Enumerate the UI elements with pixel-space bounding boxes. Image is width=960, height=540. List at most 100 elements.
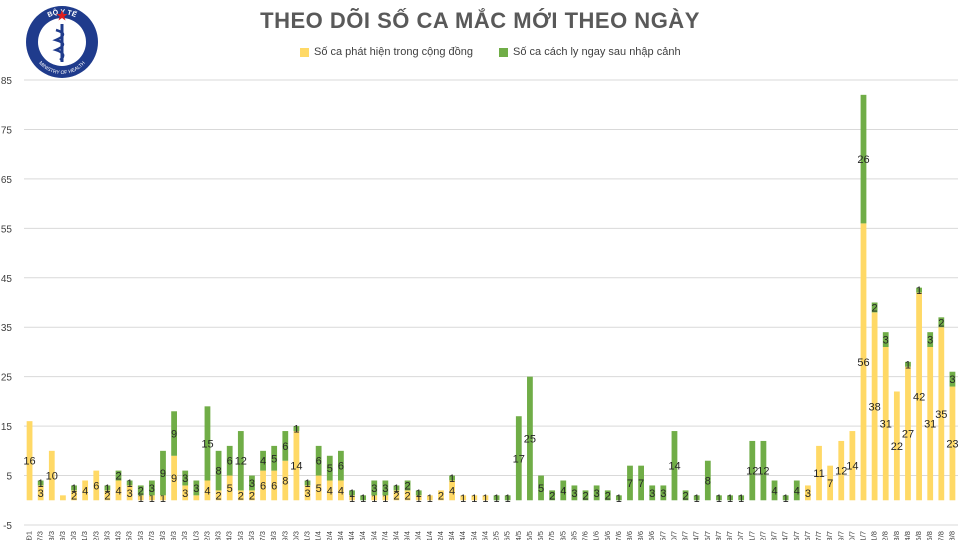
bar-community [871,312,878,501]
x-tick-label: 16/3 [136,531,145,540]
x-tick-label: 25/3 [236,531,245,540]
x-tick-label: 16/4 [480,531,489,540]
data-label-quarantine: 3 [927,335,933,347]
x-tick-label: 12-16/6 [603,531,612,540]
data-label-quarantine: 2 [549,490,555,502]
data-label-community: 11 [813,468,824,480]
x-tick-label: 17/5 [547,531,556,540]
x-tick-label: 08/4 [391,531,400,540]
data-label-community: 31 [880,419,892,431]
data-label-quarantine: 2 [683,490,689,502]
data-label-quarantine: 8 [705,476,711,488]
data-label-quarantine: 26 [857,154,869,166]
bar-community [37,485,44,501]
data-label-quarantine: 1 [71,483,77,495]
x-tick-label: 22/7 [758,531,767,540]
bar-community [393,490,400,501]
bar-quarantine [160,450,166,496]
bar-quarantine [871,302,878,313]
x-tick-label: 06/8 [925,531,934,540]
bar-quarantine [571,485,578,501]
y-tick-label: 35 [1,323,13,334]
x-tick-label: 31/3 [303,531,312,540]
data-label-quarantine: 8 [216,466,222,478]
x-tick-label: GĐ1 [25,531,34,540]
x-tick-label: 07/8 [936,531,945,540]
x-tick-label: 04/4 [347,531,356,540]
bar-community [82,480,89,501]
data-label-community: 1 [371,493,377,505]
bar-quarantine [404,480,411,491]
data-label-community: 2 [405,490,411,502]
bar-quarantine [193,480,200,496]
bar-quarantine [749,440,756,501]
bar-quarantine [237,431,244,491]
bar-community [26,421,33,501]
x-tick-label: 02/8 [881,531,890,540]
x-tick-label: 29/7 [836,531,845,540]
bar-quarantine [182,470,189,486]
bar-quarantine [682,490,689,501]
bar-quarantine [916,287,922,293]
y-tick-label: 15 [1,422,13,433]
data-label-quarantine: 4 [560,485,566,497]
data-label-community: 6 [260,480,266,492]
bar-quarantine [382,480,389,496]
x-tick-label: 24/7 [781,531,790,540]
bar-community [482,495,489,501]
data-label-community: 1 [160,493,166,505]
legend-swatch-quarantine [499,47,509,57]
x-tick-label: 24/3 [225,531,234,540]
data-label-community: 6 [93,480,99,492]
bar-community [315,475,322,501]
bar-community [805,485,811,501]
legend-label-quarantine: Số ca cách ly ngay sau nhập cảnh [513,46,681,58]
data-label-quarantine: 5 [538,483,544,495]
bar-quarantine [549,490,556,501]
data-label-quarantine: 15 [201,438,213,450]
x-tick-label: 20/3 [180,531,189,540]
bar-community [237,490,244,501]
bar-quarantine [226,445,233,476]
data-label-community: 2 [238,490,244,502]
x-tick-label: 03/4 [336,531,345,540]
bar-quarantine [282,431,289,461]
bar-community [71,490,77,501]
bar-community [104,490,111,501]
data-label-quarantine: 2 [138,485,144,497]
bar-quarantine [338,450,344,481]
bar-quarantine [860,94,867,224]
serpent-icon [52,28,65,61]
data-label-community: 3 [805,488,811,500]
data-label-community: 4 [115,485,121,497]
data-label-quarantine: 1 [360,493,366,505]
data-label-quarantine: 3 [649,488,655,500]
bar-community [426,495,433,501]
bar-quarantine [649,485,656,501]
data-label-quarantine: 6 [316,456,322,468]
data-label-community: 3 [127,488,133,500]
bar-community [438,490,444,501]
bar-quarantine [393,485,400,491]
data-label-quarantine: 1 [616,493,622,505]
bar-quarantine [293,426,300,432]
legend-item-quarantine: Số ca cách ly ngay sau nhập cảnh [499,46,681,58]
data-label-quarantine: 1 [905,359,911,371]
x-tick-label: 30/3 [291,531,300,540]
x-tick-label: 01/4 [314,531,323,540]
data-label-quarantine: 4 [794,485,800,497]
x-tick-label: 29/3 [280,531,289,540]
bar-quarantine [782,495,789,501]
data-label-quarantine: 1 [694,493,700,505]
data-label-community: 1 [149,493,155,505]
bar-quarantine [260,450,266,471]
data-label-quarantine: 9 [171,429,177,441]
data-label-community: 4 [82,485,88,497]
x-tick-label: 21/3 [191,531,200,540]
x-tick-label: 17/3 [147,531,156,540]
bar-quarantine [638,465,644,501]
data-label-quarantine: 3 [949,374,955,386]
data-label-community: 2 [216,490,222,502]
x-tick-label: 06/4 [369,531,378,540]
data-label-community: 4 [204,485,210,497]
